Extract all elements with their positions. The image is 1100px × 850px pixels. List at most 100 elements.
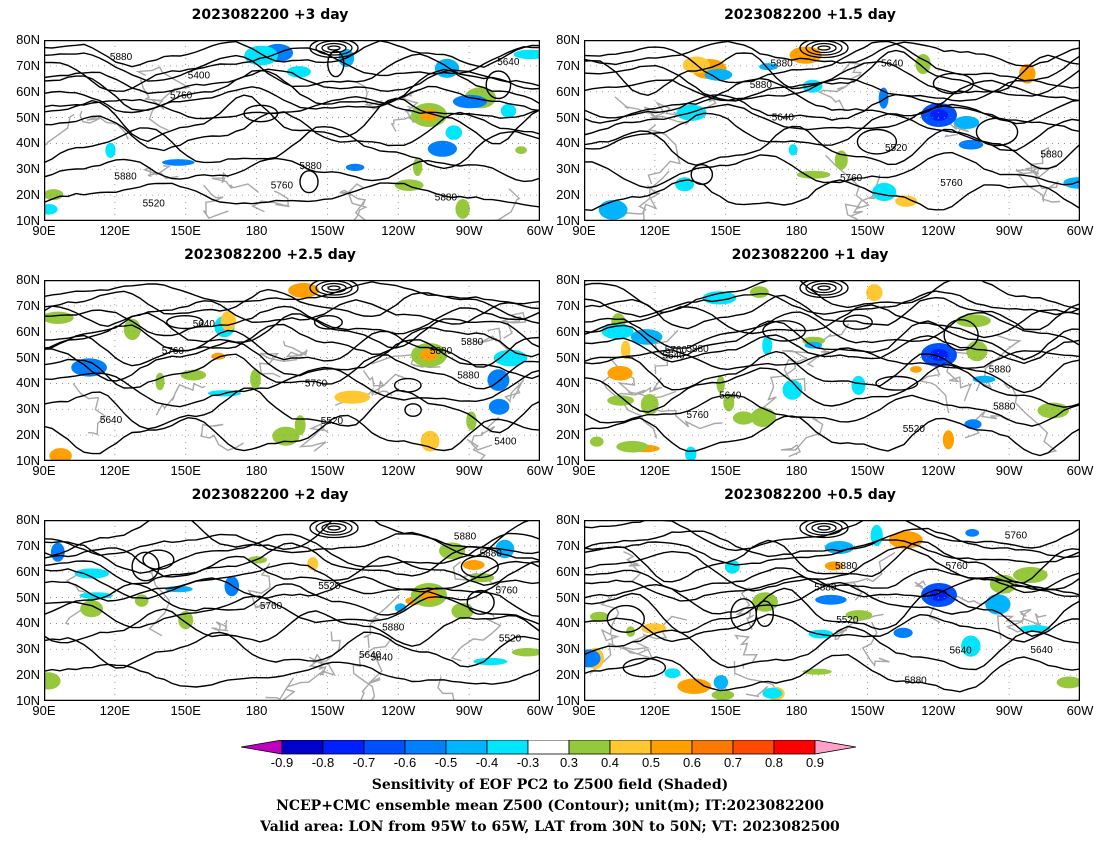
x-tick-label: 150W [850,223,885,238]
x-tick-label: 120W [921,223,956,238]
y-tick-label: 60N [16,83,40,99]
contour-label: 5760 [946,561,969,572]
footer-line-3: Valid area: LON from 95W to 65W, LAT fro… [260,819,840,835]
y-tick-label: 50N [556,109,580,125]
sensitivity-patch [930,109,948,121]
x-tick-label: 150E [170,223,201,238]
coastline [861,621,890,668]
y-tick-label: 60N [556,83,580,99]
colorbar-label: -0.7 [352,755,376,770]
map-panel: 2023082200 +1 day 80N 70N 60N 50N 40N 30N 20N 10… [540,240,1093,480]
height-contour [44,157,540,183]
y-tick-label: 10N [16,213,40,228]
x-tick-label: 150W [850,703,885,718]
sensitivity-patch [584,649,601,668]
height-contour [44,595,540,629]
height-contour [44,661,540,688]
x-tick-label: 180 [785,223,808,238]
x-tick-label: 90W [995,223,1023,238]
map-area: 5640 5520 5640 5760 5760 5880 5880 5880 [584,520,1080,701]
coastline [247,562,271,609]
height-contour [811,282,837,294]
height-contour [584,363,1080,413]
height-contour [875,375,919,391]
colorbar-cell [486,740,529,755]
y-tick-label: 80N [16,32,40,47]
contour-label: 5880 [110,52,133,63]
y-tick-label: 50N [556,589,580,605]
height-contour [44,68,540,95]
colorbar-label: 0.7 [723,755,743,770]
height-contour [584,77,1080,102]
contour-label: 5880 [299,161,322,172]
sensitivity-patch [493,349,528,367]
sensitivity-patch [762,687,783,699]
map-area: 5640 5520 5640 5760 5880 5760 5880 5880 [584,40,1080,221]
sensitivity-patch [220,310,236,332]
contour-label: 5880 [430,346,453,357]
y-tick-label: 80N [16,272,40,287]
y-tick-label: 20N [16,427,40,443]
height-contour [584,40,1080,68]
colorbar-label: 0.3 [559,755,579,770]
height-contour [44,329,540,368]
height-contour [584,112,1080,152]
contour-label: 5640 [772,112,795,123]
x-tick-label: 150E [710,223,741,238]
x-tick-label: 120W [921,703,956,718]
sensitivity-patch [675,177,694,192]
sensitivity-patch [607,366,633,381]
sensitivity-patch [590,436,604,447]
colorbar-cell [650,740,693,755]
coastline [450,611,502,662]
height-contour [327,285,341,291]
height-contour [327,45,341,51]
y-tick-label: 10N [556,213,580,228]
colorbar-label: -0.5 [434,755,458,770]
colorbar-label: 0.8 [764,755,784,770]
coastline [850,174,885,217]
y-tick-label: 70N [556,537,580,553]
height-contour [44,608,540,647]
sensitivity-patch [590,611,609,622]
height-contour [762,320,807,342]
sensitivity-patch [732,411,755,425]
sensitivity-patch [511,648,540,657]
colorbar-label: -0.3 [516,755,540,770]
colorbar-label: 0.5 [641,755,661,770]
height-contour [44,339,540,382]
sensitivity-patch [824,561,844,571]
contour-label: 5520 [499,634,522,645]
y-tick-label: 60N [16,323,40,339]
y-tick-label: 40N [16,375,40,391]
coastline [200,423,244,452]
height-contour [165,314,204,330]
height-contour [404,403,422,417]
contour-label: 5760 [940,178,963,189]
x-tick-label: 90E [32,463,56,478]
x-tick-label: 150E [170,463,201,478]
sensitivity-patch [958,139,984,150]
sensitivity-patch [641,623,667,634]
y-tick-label: 70N [556,297,580,313]
sensitivity-patch [155,372,165,391]
x-tick-label: 150E [710,703,741,718]
contour-label: 5880 [461,337,484,348]
sensitivity-patch [910,366,922,373]
y-tick-label: 30N [556,401,580,417]
coastline [258,352,298,378]
coastline [600,596,620,647]
contour-label: 5880 [1040,150,1063,161]
sensitivity-patch [1013,567,1048,583]
sensitivity-patch [455,199,470,219]
panel-title: 2023082200 +0.5 day [724,487,896,503]
height-contour [584,581,1080,615]
height-contour [44,560,540,600]
panel-title: 2023082200 +2 day [191,487,349,503]
sensitivity-patch [515,146,527,154]
y-tick-label: 20N [16,187,40,203]
coastline [482,188,521,221]
contour-label: 5760 [260,601,283,612]
sensitivity-patch [294,415,306,436]
